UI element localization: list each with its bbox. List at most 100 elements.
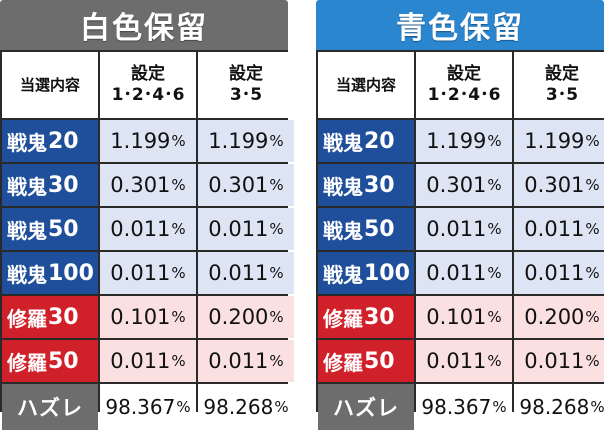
row-label-text: 戦鬼 — [7, 174, 47, 199]
probability-table: 当選内容 設定 1･2･4･6 設定 3･5 戦鬼 20 1.199% 1.199% 戦鬼 30 0.… — [0, 50, 294, 430]
value-number: 0.011 — [426, 261, 487, 285]
header-setting-1246: 設定 1･2･4･6 — [416, 52, 512, 118]
row-label-text: 戦鬼 — [7, 218, 47, 243]
probability-table: 当選内容 設定 1･2･4･6 設定 3･5 戦鬼 20 1.199% 1.199% 戦鬼 30 0.… — [316, 50, 604, 430]
value-number: 98.268 — [203, 395, 274, 419]
header-line: 設定 — [447, 64, 481, 84]
percent-unit: % — [171, 176, 186, 194]
blue-reserve-panel: 青色保留 当選内容 設定 1･2･4･6 設定 3･5 戦鬼 20 1.199% 1.199% 戦… — [316, 0, 604, 430]
row-label-number: 20 — [364, 128, 395, 154]
value-number: 98.367 — [421, 395, 492, 419]
value-number: 0.011 — [208, 217, 269, 241]
header-setting-1246: 設定 1･2･4･6 — [100, 52, 196, 118]
header-winning-content: 当選内容 — [2, 52, 98, 118]
row-label-text: ハズレ — [333, 396, 399, 420]
value-number: 0.011 — [110, 349, 171, 373]
percent-unit: % — [171, 132, 186, 150]
value-setting-35: 1.199% — [198, 120, 294, 162]
row-label-text: 戦鬼 — [323, 130, 363, 155]
value-number: 0.200 — [524, 305, 585, 329]
value-setting-35: 0.301% — [198, 164, 294, 206]
value-number: 0.011 — [110, 261, 171, 285]
row-label: 修羅 50 — [2, 340, 98, 382]
value-number: 0.011 — [524, 217, 585, 241]
value-number: 0.301 — [524, 173, 585, 197]
value-setting-1246: 0.011% — [416, 252, 512, 294]
value-setting-35: 0.011% — [514, 208, 604, 250]
percent-unit: % — [269, 264, 284, 282]
percent-unit: % — [487, 308, 502, 326]
row-label: 修羅 30 — [318, 296, 414, 338]
value-setting-1246: 0.011% — [100, 252, 196, 294]
percent-unit: % — [171, 308, 186, 326]
value-setting-1246: 1.199% — [416, 120, 512, 162]
row-label-number: 30 — [48, 304, 79, 330]
row-label: 戦鬼 30 — [2, 164, 98, 206]
row-label-text: 修羅 — [323, 350, 363, 375]
row-label-text: 戦鬼 — [7, 262, 47, 287]
header-line: 1･2･4･6 — [111, 85, 185, 105]
value-setting-35: 98.268% — [198, 384, 294, 430]
header-line: 1･2･4･6 — [427, 85, 501, 105]
percent-unit: % — [269, 176, 284, 194]
value-number: 0.301 — [208, 173, 269, 197]
percent-unit: % — [269, 352, 284, 370]
row-label-text: 修羅 — [7, 350, 47, 375]
value-setting-1246: 0.101% — [100, 296, 196, 338]
value-number: 0.101 — [110, 305, 171, 329]
percent-unit: % — [487, 352, 502, 370]
value-number: 0.011 — [110, 217, 171, 241]
header-line: 設定 — [229, 64, 263, 84]
value-number: 0.011 — [426, 349, 487, 373]
value-setting-35: 0.011% — [514, 252, 604, 294]
header-line: 3･5 — [545, 85, 579, 105]
percent-unit: % — [171, 220, 186, 238]
row-label-number: 50 — [48, 216, 79, 242]
percent-unit: % — [487, 264, 502, 282]
row-label-text: 戦鬼 — [323, 174, 363, 199]
row-label: ハズレ — [2, 384, 98, 430]
header-line: 設定 — [545, 64, 579, 84]
row-label: 修羅 50 — [318, 340, 414, 382]
row-label: 戦鬼 50 — [318, 208, 414, 250]
value-setting-35: 0.011% — [198, 340, 294, 382]
value-setting-35: 0.011% — [198, 208, 294, 250]
percent-unit: % — [585, 176, 600, 194]
value-number: 0.101 — [426, 305, 487, 329]
row-label: 戦鬼 100 — [318, 252, 414, 294]
value-number: 0.011 — [426, 217, 487, 241]
value-setting-35: 0.301% — [514, 164, 604, 206]
value-setting-1246: 0.101% — [416, 296, 512, 338]
percent-unit: % — [487, 220, 502, 238]
percent-unit: % — [269, 220, 284, 238]
percent-unit: % — [590, 398, 604, 416]
header-setting-35: 設定 3･5 — [514, 52, 604, 118]
percent-unit: % — [269, 308, 284, 326]
row-label: ハズレ — [318, 384, 414, 430]
value-number: 0.200 — [208, 305, 269, 329]
value-number: 98.367 — [105, 395, 176, 419]
header-setting-35: 設定 3･5 — [198, 52, 294, 118]
value-setting-1246: 0.301% — [416, 164, 512, 206]
percent-unit: % — [176, 398, 191, 416]
value-setting-1246: 0.011% — [416, 208, 512, 250]
header-line: 3･5 — [229, 85, 263, 105]
percent-unit: % — [585, 264, 600, 282]
value-setting-35: 0.200% — [514, 296, 604, 338]
row-label-text: 修羅 — [323, 306, 363, 331]
row-label-text: 戦鬼 — [323, 218, 363, 243]
row-label-number: 30 — [48, 172, 79, 198]
white-reserve-panel: 白色保留 当選内容 設定 1･2･4･6 設定 3･5 戦鬼 20 1.199% 1.199% 戦… — [0, 0, 294, 430]
percent-unit: % — [487, 176, 502, 194]
value-number: 0.301 — [426, 173, 487, 197]
row-label: 戦鬼 100 — [2, 252, 98, 294]
value-setting-1246: 0.011% — [100, 340, 196, 382]
panel-title: 白色保留 — [0, 0, 288, 50]
value-setting-35: 98.268% — [514, 384, 604, 430]
value-number: 0.011 — [524, 261, 585, 285]
percent-unit: % — [492, 398, 507, 416]
row-label: 戦鬼 20 — [2, 120, 98, 162]
value-setting-35: 0.011% — [514, 340, 604, 382]
percent-unit: % — [269, 132, 284, 150]
value-number: 1.199 — [208, 129, 269, 153]
